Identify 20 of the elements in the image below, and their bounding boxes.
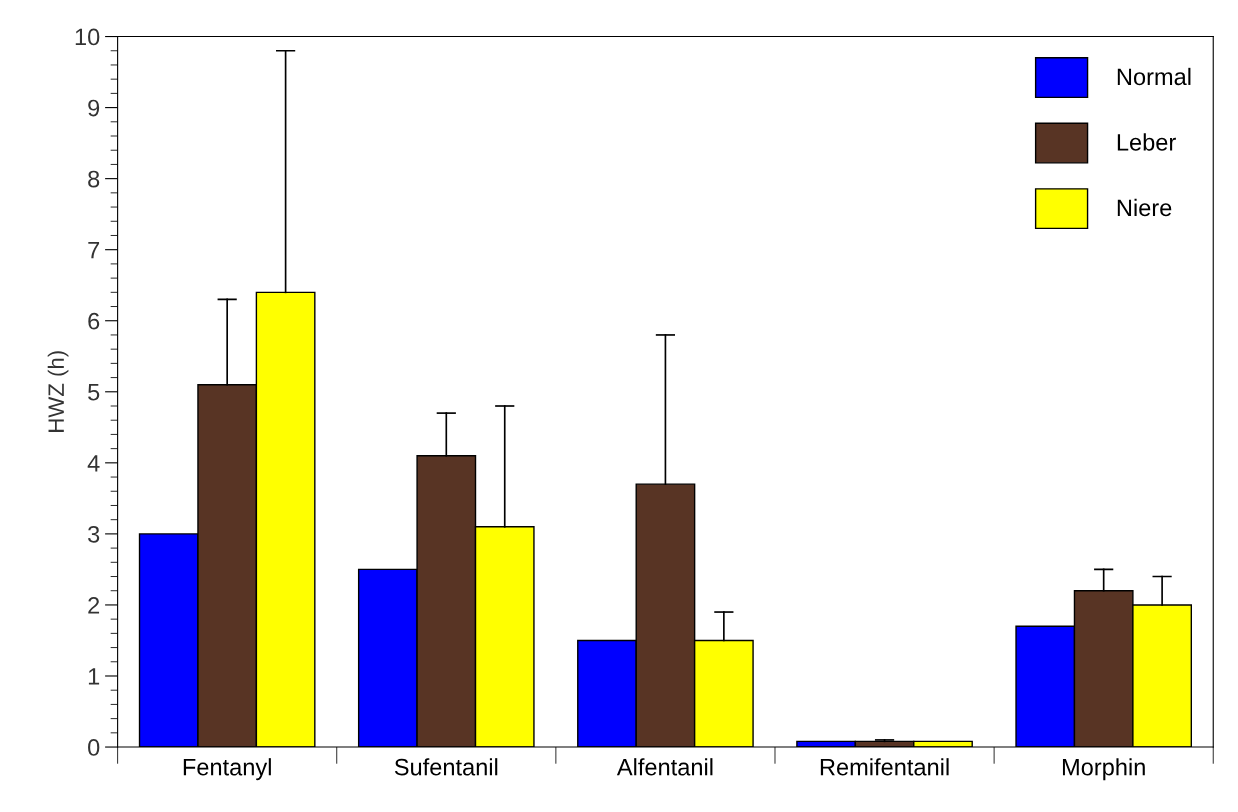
- legend-label: Normal: [1117, 67, 1191, 86]
- y-tick-label: 5: [88, 384, 100, 401]
- y-tick-label: 8: [88, 170, 100, 188]
- legend-label: Leber: [1117, 133, 1176, 151]
- x-tick-label: Morphin: [1062, 758, 1145, 781]
- y-tick-label: 7: [88, 242, 100, 259]
- y-tick-label: 4: [87, 455, 100, 472]
- y-tick-label: 6: [88, 312, 100, 330]
- x-tick-label: Sufentanil: [394, 758, 498, 776]
- x-tick-label: Fentanyl: [183, 758, 271, 781]
- x-tick-label: Alfentanil: [616, 758, 713, 776]
- y-tick-label: 3: [88, 525, 100, 543]
- y-tick-label: 9: [88, 99, 100, 117]
- y-tick-label: 1: [88, 668, 100, 685]
- y-axis-title: HWZ (h): [47, 351, 69, 432]
- y-tick-label: 2: [88, 597, 100, 614]
- legend-label: Niere: [1117, 198, 1172, 217]
- x-tick-label: Remifentanil: [820, 758, 949, 776]
- y-tick-label: 10: [75, 28, 100, 46]
- y-tick-label: 0: [88, 739, 100, 756]
